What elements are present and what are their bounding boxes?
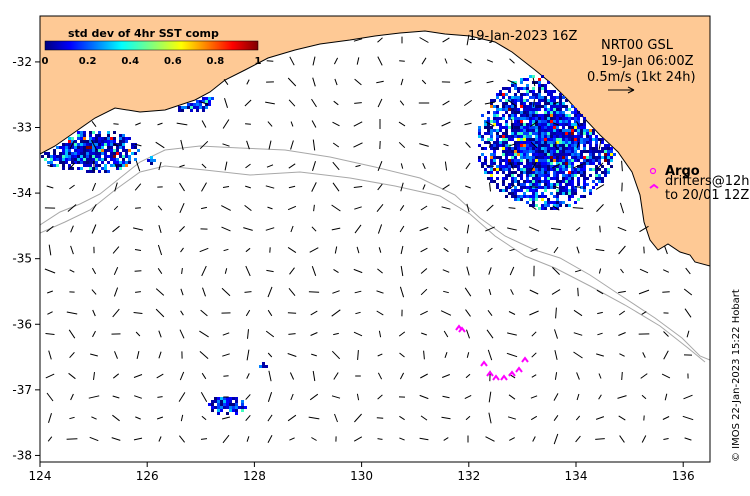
y-tick-label: -33 [12,121,32,135]
current-source-label: NRT00 GSL [601,38,674,53]
argo-marker-icon [649,167,657,175]
colorbar-tick-label: 0.4 [121,56,139,67]
current-vectors [44,34,694,445]
x-tick-label: 130 [350,469,373,483]
x-tick-label: 136 [672,469,695,483]
map-datetime: 19-Jan-2023 16Z [468,29,577,44]
current-time-label: 19-Jan 06:00Z [601,54,694,69]
colorbar-tick-label: 0.8 [207,56,225,67]
colorbar-tick-label: 1 [255,56,262,67]
argo-label: Argo [665,164,700,179]
drifters-label: drifters@12h [665,174,750,189]
scale-arrow [608,86,635,94]
colorbar-tick-label: 0 [42,56,49,67]
y-tick-label: -32 [12,55,32,69]
drifters-period-label: to 20/01 12Z [665,188,749,203]
x-tick-label: 128 [243,469,266,483]
current-scale-label: 0.5m/s (1kt 24h) [587,70,696,85]
colorbar: std dev of 4hr SST comp 0 0.2 0.4 0.6 0.8 1 [42,27,262,67]
bathymetry-contour-shallow [40,145,710,361]
x-tick-label: 132 [457,469,480,483]
x-tick-label: 124 [29,469,52,483]
bathymetry-contour-deep [40,165,706,363]
colorbar-title: std dev of 4hr SST comp [68,27,219,40]
sst-stddev-patches [41,75,616,415]
colorbar-scale [44,40,259,51]
colorbar-tick-label: 0.6 [164,56,182,67]
y-tick-label: -38 [12,448,32,462]
plot-frame [39,15,711,463]
drifter-legend-icon [649,183,659,189]
y-axis-labels: -32 -33 -34 -35 -36 -37 -38 [12,55,32,463]
imos-credit: © IMOS 22-Jan-2023 15:22 Hobart [731,289,742,462]
colorbar-tick-label: 0.2 [79,56,97,67]
y-tick-label: -37 [12,383,32,397]
land-mass-australia [40,16,710,267]
x-tick-label: 126 [136,469,159,483]
argo-drifter-tracks [455,324,529,381]
y-tick-label: -36 [12,317,32,331]
y-tick-label: -34 [12,186,32,200]
x-tick-label: 134 [565,469,588,483]
y-tick-label: -35 [12,252,32,266]
x-axis-labels: 124 126 128 130 132 134 136 [29,469,695,483]
